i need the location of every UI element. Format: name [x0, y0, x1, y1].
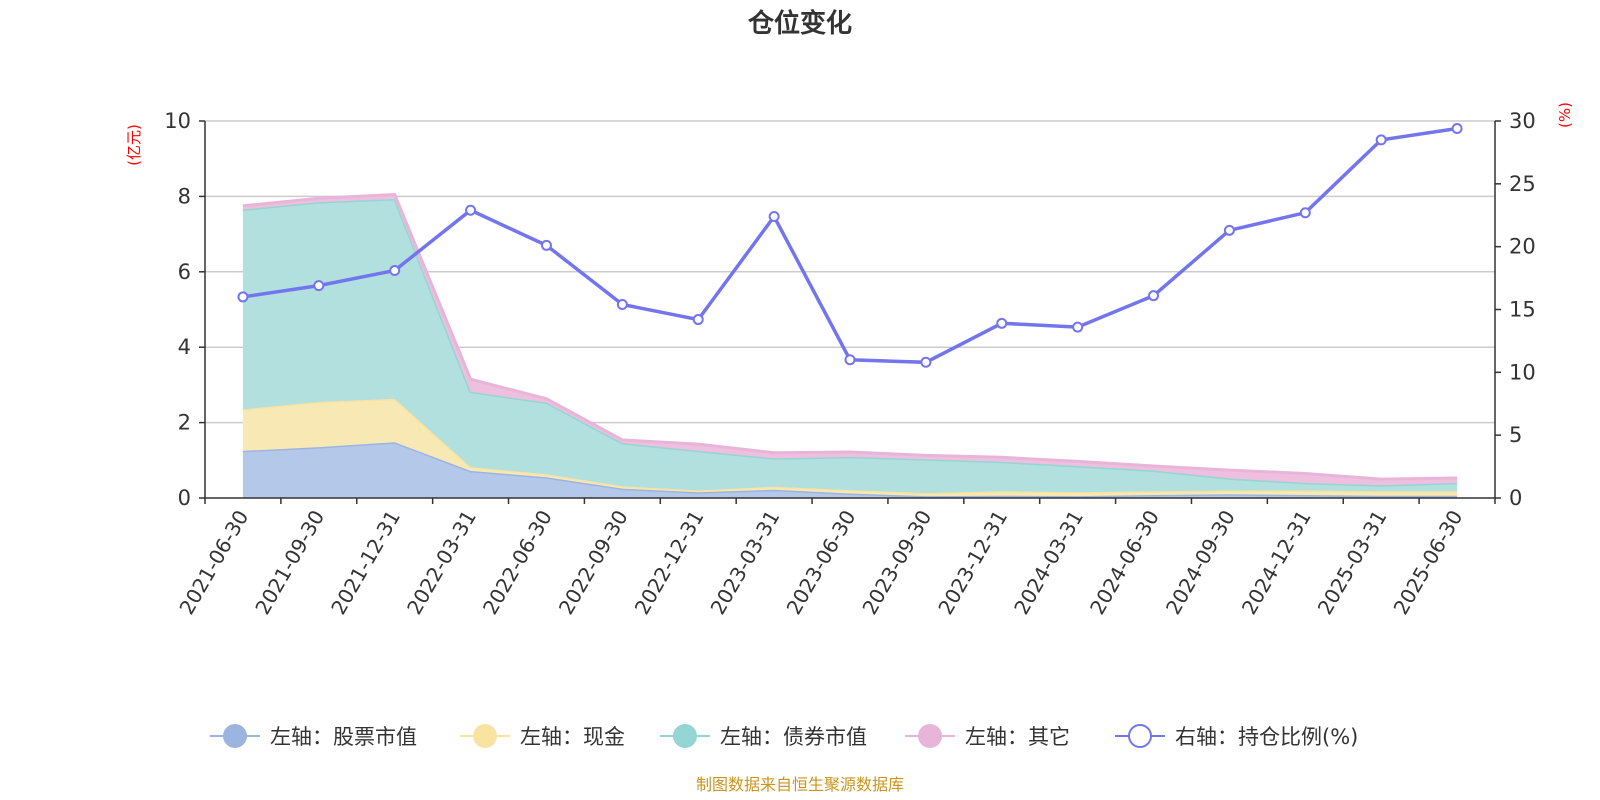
legend-label: 左轴：债券市值 — [720, 725, 867, 749]
x-tick-label: 2023-12-31 — [933, 506, 1012, 619]
left-tick-label: 4 — [178, 335, 191, 359]
right-axis-unit: (%) — [1556, 102, 1574, 128]
left-tick-label: 10 — [164, 109, 191, 133]
legend-label: 左轴：其它 — [965, 725, 1070, 749]
legend-marker — [673, 724, 697, 748]
ratio-point — [237, 291, 249, 303]
left-tick-label: 0 — [178, 486, 191, 510]
ratio-point — [465, 204, 477, 216]
legend-item: 左轴：现金 — [460, 724, 625, 749]
area-左轴：债券市值 — [242, 199, 1458, 494]
legend-marker — [473, 724, 497, 748]
x-tick-label: 2024-12-31 — [1237, 506, 1316, 619]
ratio-point — [920, 356, 932, 368]
right-tick-label: 25 — [1509, 172, 1536, 196]
x-tick-label: 2024-09-30 — [1161, 506, 1240, 619]
legend-item: 左轴：股票市值 — [210, 724, 417, 749]
legend-label: 左轴：现金 — [520, 725, 625, 749]
x-tick-label: 2023-03-31 — [706, 506, 785, 619]
source-note: 制图数据来自恒生聚源数据库 — [696, 775, 904, 794]
ratio-line-series — [237, 123, 1463, 368]
ratio-point — [389, 265, 401, 277]
legend-marker — [918, 724, 942, 748]
x-tick-label: 2022-09-30 — [554, 506, 633, 619]
x-tick-label: 2023-06-30 — [781, 506, 860, 619]
x-tick-label: 2022-06-30 — [478, 506, 557, 619]
legend-marker — [223, 724, 247, 748]
legend-item: 右轴：持仓比例(%) — [1115, 724, 1358, 749]
x-tick-label: 2021-06-30 — [174, 506, 253, 619]
ratio-point — [1072, 321, 1084, 333]
legend-label: 左轴：股票市值 — [270, 725, 417, 749]
legend-label: 右轴：持仓比例(%) — [1175, 725, 1358, 749]
left-tick-label: 8 — [178, 184, 191, 208]
ratio-point — [1148, 290, 1160, 302]
left-axis-unit: (亿元) — [125, 124, 143, 166]
legend-item: 左轴：其它 — [905, 724, 1070, 749]
right-tick-label: 5 — [1509, 423, 1522, 447]
stacked-areas — [242, 192, 1458, 498]
x-tick-label: 2024-06-30 — [1085, 506, 1164, 619]
right-tick-label: 20 — [1509, 235, 1536, 259]
ratio-point — [616, 298, 628, 310]
ratio-point — [540, 239, 552, 251]
right-tick-label: 10 — [1509, 360, 1536, 384]
x-tick-label: 2024-03-31 — [1009, 506, 1088, 619]
x-tick-label: 2021-12-31 — [326, 506, 405, 619]
left-tick-label: 6 — [178, 260, 191, 284]
right-tick-label: 0 — [1509, 486, 1522, 510]
ratio-point — [1299, 207, 1311, 219]
ratio-point — [996, 317, 1008, 329]
x-tick-label: 2022-12-31 — [630, 506, 709, 619]
legend-marker — [1128, 724, 1152, 748]
area-左轴：现金 — [242, 398, 1458, 497]
ratio-point — [1375, 134, 1387, 146]
ratio-point — [313, 280, 325, 292]
ratio-point — [692, 314, 704, 326]
right-tick-label: 15 — [1509, 298, 1536, 322]
chart-title: 仓位变化 — [747, 8, 852, 39]
ratio-point — [1223, 224, 1235, 236]
x-tick-label: 2025-06-30 — [1389, 506, 1468, 619]
x-tick-label: 2021-09-30 — [250, 506, 329, 619]
area-edge-左轴：其它 — [242, 192, 1458, 481]
legend-item: 左轴：债券市值 — [660, 724, 867, 749]
x-tick-label: 2023-09-30 — [857, 506, 936, 619]
x-tick-label: 2022-03-31 — [402, 506, 481, 619]
right-tick-label: 30 — [1509, 109, 1536, 133]
ratio-point — [768, 211, 780, 223]
area-左轴：股票市值 — [242, 442, 1458, 498]
left-tick-label: 2 — [178, 411, 191, 435]
ratio-point — [844, 354, 856, 366]
legend: 左轴：股票市值 左轴：现金 左轴：债券市值 左轴：其它 右轴：持仓比例(%) — [210, 724, 1358, 749]
ratio-point — [1451, 123, 1463, 135]
x-tick-label: 2025-03-31 — [1313, 506, 1392, 619]
